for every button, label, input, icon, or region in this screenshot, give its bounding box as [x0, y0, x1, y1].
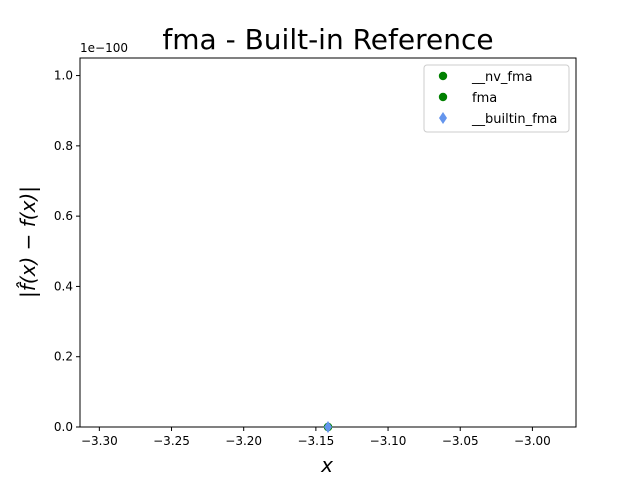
- legend-marker: [439, 112, 447, 124]
- y-tick-label: 0.8: [54, 139, 73, 153]
- y-tick-label: 0.2: [54, 350, 73, 364]
- x-axis-ticks: −3.30 −3.25 −3.20 −3.15 −3.10 −3.05 −3.00: [81, 427, 551, 448]
- x-tick-label: −3.15: [297, 434, 334, 448]
- y-axis-label: |f̂(x) − f(x)|: [16, 186, 40, 298]
- data-point: [324, 421, 332, 433]
- x-tick-label: −3.20: [225, 434, 262, 448]
- y-tick-label: 0.4: [54, 279, 73, 293]
- x-tick-label: −3.30: [81, 434, 118, 448]
- y-tick-label: 1.0: [54, 69, 73, 83]
- x-axis-label: x: [320, 453, 333, 477]
- y-tick-label: 0.0: [54, 420, 73, 434]
- x-tick-label: −3.00: [514, 434, 551, 448]
- data-points: [323, 421, 333, 433]
- legend-label: __builtin_fma: [471, 112, 557, 127]
- x-tick-label: −3.05: [442, 434, 479, 448]
- chart-title: fma - Built-in Reference: [162, 23, 493, 56]
- x-tick-label: −3.10: [370, 434, 407, 448]
- legend-box: [423, 64, 570, 133]
- x-tick-label: −3.25: [153, 434, 190, 448]
- y-tick-label: 0.6: [54, 209, 73, 223]
- legend-label: __nv_fma: [471, 70, 533, 85]
- legend-marker: [438, 71, 448, 81]
- legend-marker: [438, 92, 448, 102]
- y-axis-ticks: 0.0 0.2 0.4 0.6 0.8 1.0: [54, 69, 80, 434]
- y-offset-text: 1e−100: [80, 41, 128, 55]
- legend-label: fma: [472, 91, 497, 106]
